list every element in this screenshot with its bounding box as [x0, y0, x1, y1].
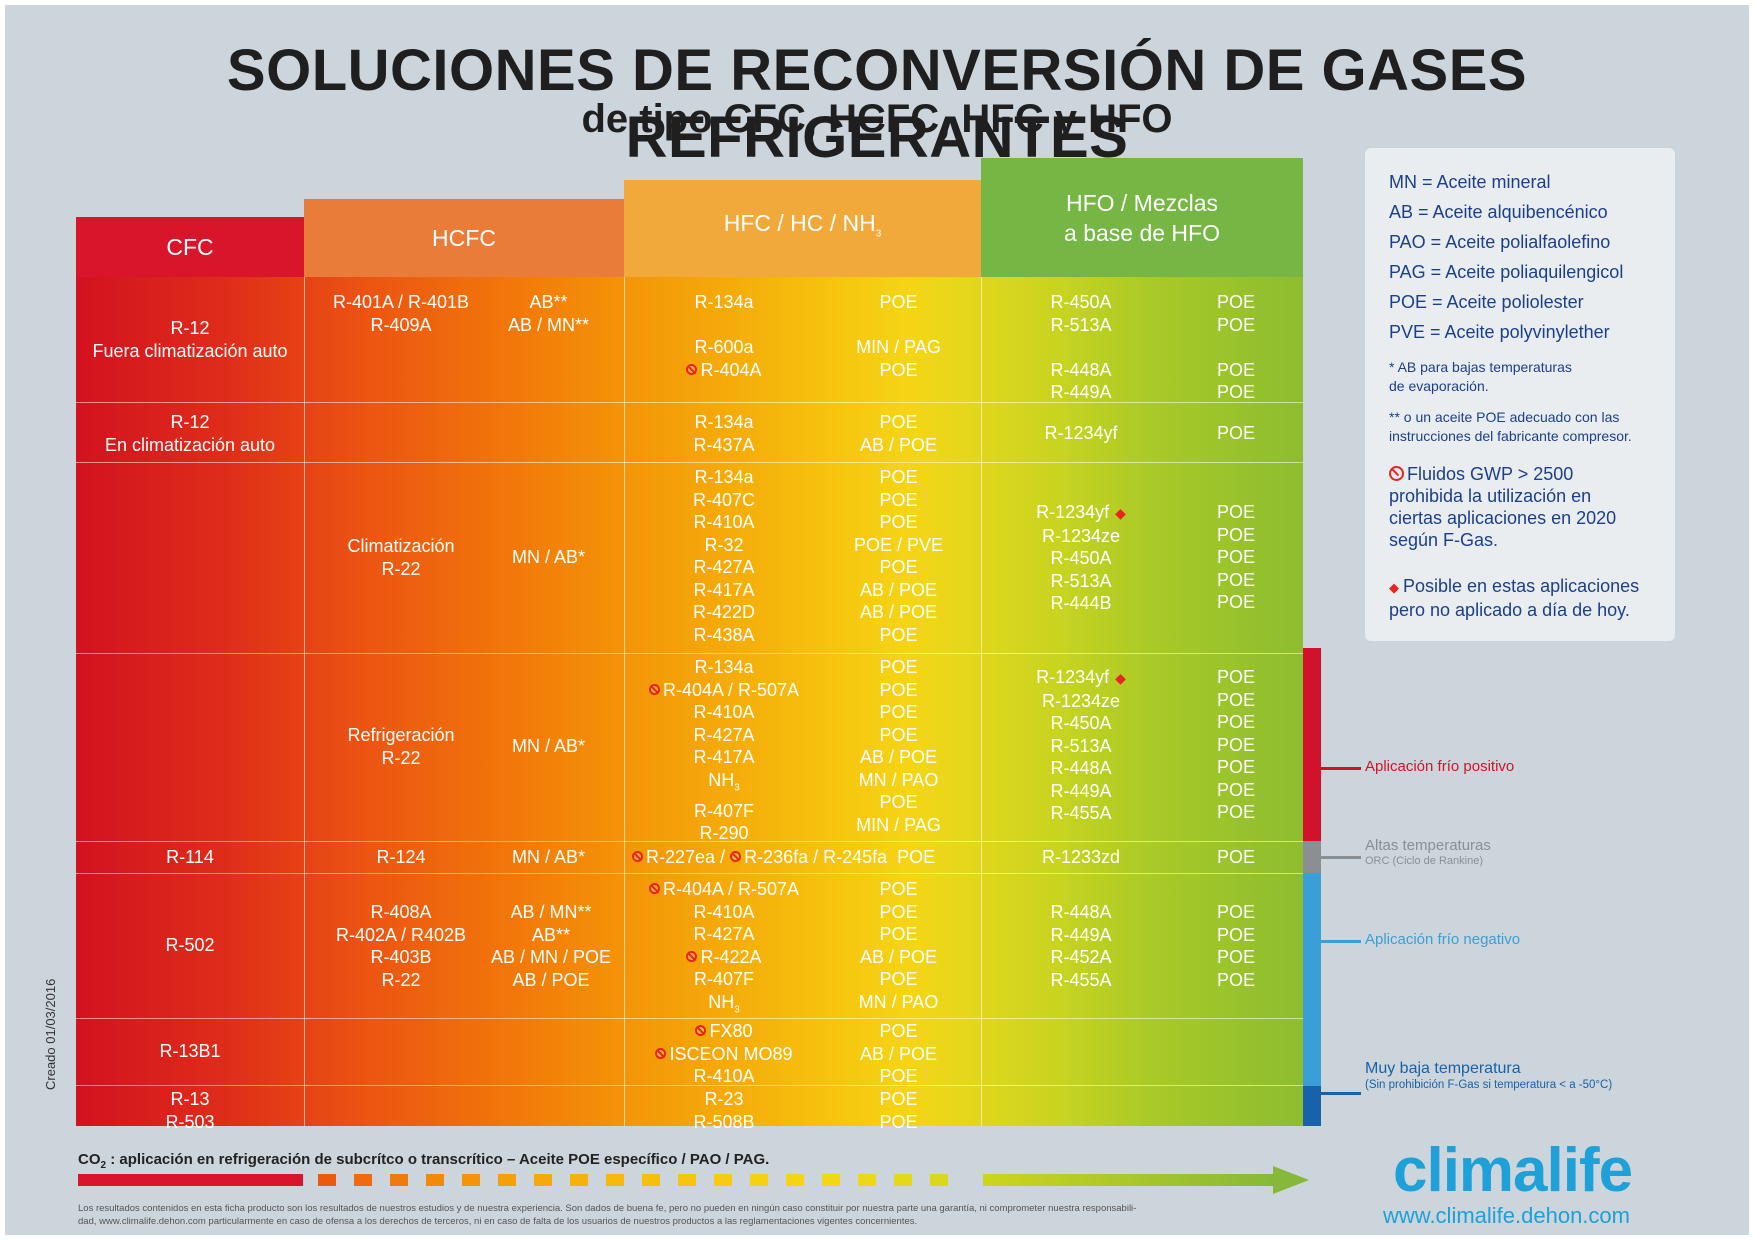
row3-hfo: R-1234yf ◆ R-1234ze R-450A R-513A R-444B: [1036, 502, 1126, 613]
row5-cfc: R-114: [166, 847, 214, 867]
row8-hfc: R-23 R-508B: [693, 1089, 755, 1132]
diamond-icon: ◆: [1389, 580, 1399, 595]
row6-cfc: R-502: [165, 935, 215, 955]
row8-hfc-oil: POE POE: [879, 1089, 918, 1132]
header-hfo-label: HFO / Mezclas a base de HFO: [1064, 189, 1220, 246]
row4-hfc: R-134a R-404A / R-507A R-410A R-427A R-417…: [624, 656, 824, 845]
poster: SOLUCIONES DE RECONVERSIÓN DE GASES REFR…: [5, 5, 1749, 1235]
row2-cfc: R-12 En climatización auto: [104, 412, 276, 455]
created-date: Creado 01/03/2016: [43, 978, 58, 1090]
row5-hcfc: R-124: [376, 847, 426, 867]
legend-item: POE = Aceite poliolester: [1389, 292, 1584, 312]
row6-hcfc: R-408A R-402A / R402B R-403B R-22: [335, 902, 467, 990]
row2-hfc: R-134a R-437A: [693, 412, 755, 455]
label-high-sub: ORC (Ciclo de Rankine): [1365, 855, 1483, 867]
row4-hfc-oil: POE POE POE POE AB / POE MN / PAO POE MIN / PA…: [856, 657, 941, 835]
row1-hcfc-oil: AB** AB / MN**: [507, 292, 590, 335]
ban-icon: [686, 950, 698, 962]
ban-icon: [686, 363, 698, 375]
bar-high: [1303, 841, 1321, 873]
row6-hfo-oil: POE POE POE POE: [1216, 902, 1255, 990]
legend-item: PVE = Aceite polyvinylether: [1389, 322, 1610, 342]
row1-hfc-oil: POE MIN / PAG POE: [856, 292, 941, 380]
row1-hfo-oil: POE POE POE POE: [1216, 292, 1255, 402]
header-hcfc: HCFC: [304, 199, 624, 277]
co2-note: CO2 : aplicación en refrigeración de sub…: [78, 1151, 770, 1171]
row1-hcfc: R-401A / R-401B R-409A: [332, 292, 470, 335]
legend-item: PAO = Aceite polialfaolefino: [1389, 232, 1611, 252]
row8-cfc: R-13 R-503: [165, 1089, 215, 1132]
ban-icon: [1389, 466, 1404, 481]
diamond-icon: ◆: [1115, 505, 1126, 521]
climalife-logo: climalife: [1393, 1136, 1633, 1205]
bar-positive: [1303, 648, 1321, 841]
ban-icon: [695, 1025, 707, 1036]
row4-hfo: R-1234yf ◆ R-1234ze R-450A R-513A R-448A R-44…: [1036, 667, 1126, 823]
row6-hfc-oil: POE POE POE AB / POE POE MN / PAO: [858, 879, 939, 1012]
ban-icon: [648, 683, 660, 695]
header-hfc-label: HFC / HC / NH3: [723, 209, 882, 240]
row4-hfo-oil: POE POE POE POE POE POE POE: [1216, 667, 1255, 822]
row7-cfc: R-13B1: [159, 1041, 221, 1061]
row3-hcfc: Climatización R-22: [347, 536, 455, 579]
legend-note-1: * AB para bajas temperaturas de evaporaci…: [1389, 359, 1572, 394]
row1-hfo: R-450A R-513A R-448A R-449A: [1050, 292, 1112, 402]
row3-hfc-oil: POE POE POE POE / PVE POE AB / POE AB / POE PO…: [853, 467, 944, 645]
label-low-sub: (Sin prohibición F-Gas si temperatura < …: [1365, 1079, 1613, 1091]
row2-hfo-oil: POE: [1216, 423, 1255, 443]
header-cfc: CFC: [76, 217, 304, 277]
row4-hcfc-oil: MN / AB*: [511, 736, 586, 756]
row7-hfc-oil: POE AB / POE POE: [859, 1021, 938, 1086]
row2-hfc-oil: POE AB / POE: [859, 412, 938, 455]
bar-low: [1303, 1086, 1321, 1126]
row5-hcfc-oil: MN / AB*: [511, 847, 586, 867]
label-negative: Aplicación frío negativo: [1365, 931, 1521, 948]
header-hfo: HFO / Mezclas a base de HFO: [981, 158, 1303, 277]
header-hcfc-label: HCFC: [432, 225, 496, 251]
row3-hcfc-oil: MN / AB*: [511, 547, 586, 567]
ban-icon: [648, 883, 660, 894]
legend-item: MN = Aceite mineral: [1389, 172, 1551, 192]
row3-hfo-oil: POE POE POE POE POE: [1216, 502, 1255, 612]
legend-gwp: Fluidos GWP > 2500 prohibida la utilizac…: [1389, 464, 1617, 550]
row1-cfc: R-12 Fuera climatización auto: [92, 318, 288, 361]
page-subtitle: de tipo CFC, HCFC, HFC y HFO: [581, 97, 1173, 141]
ban-icon: [655, 1047, 667, 1059]
row2-hfo: R-1234yf: [1044, 423, 1118, 443]
refrigerant-table: R-12 Fuera climatización auto R-401A / R-…: [76, 277, 1303, 1132]
row3-hfc: R-134a R-407C R-410A R-32 R-427A R-417A R-422…: [692, 467, 756, 645]
page-title: SOLUCIONES DE RECONVERSIÓN DE GASES REFR…: [226, 38, 1528, 170]
label-low: Muy baja temperatura: [1365, 1060, 1521, 1077]
legend-item: PAG = Aceite poliaquilengicol: [1389, 262, 1624, 282]
row6-hfo: R-448A R-449A R-452A R-455A: [1050, 902, 1112, 990]
row5-hfo-oil: POE: [1216, 847, 1255, 867]
row7-hfc: FX80 ISCEON MO89 R-410A: [624, 1020, 824, 1088]
row5-hfo: R-1233zd: [1041, 847, 1121, 867]
legend-item: AB = Aceite alquibencénico: [1389, 202, 1608, 222]
website-link[interactable]: www.climalife.dehon.com: [1383, 1203, 1630, 1228]
header-cfc-label: CFC: [166, 234, 214, 260]
row6-hfc: R-404A / R-507A R-410A R-427A R-422A R-40…: [624, 878, 824, 1022]
ban-icon: [730, 851, 742, 862]
label-high: Altas temperaturas: [1365, 837, 1491, 854]
row4-hcfc: Refrigeración R-22: [347, 725, 455, 768]
label-positive: Aplicación frío positivo: [1365, 758, 1515, 775]
legend-note-2: ** o un aceite POE adecuado con las instr…: [1389, 409, 1632, 444]
arrow-right-icon: [983, 1166, 1309, 1194]
diamond-icon: ◆: [1115, 670, 1126, 686]
legend-possible: ◆ Posible en estas aplicaciones pero no a…: [1389, 576, 1640, 620]
bar-negative: [1303, 873, 1321, 1086]
disclaimer: Los resultados contenidos en esta ficha …: [78, 1203, 1137, 1227]
header-hfc: HFC / HC / NH3: [624, 180, 981, 277]
row6-hcfc-oil: AB / MN** AB** AB / MN / POE AB / POE: [490, 902, 612, 990]
row1-hfc: R-134a R-600a R-404A: [624, 291, 824, 381]
legend-panel: MN = Aceite mineral AB = Aceite alquiben…: [1365, 148, 1675, 641]
ban-icon: [632, 851, 643, 862]
row5-hfc: R-227ea / R-236fa / R-245fa POE: [632, 846, 972, 869]
